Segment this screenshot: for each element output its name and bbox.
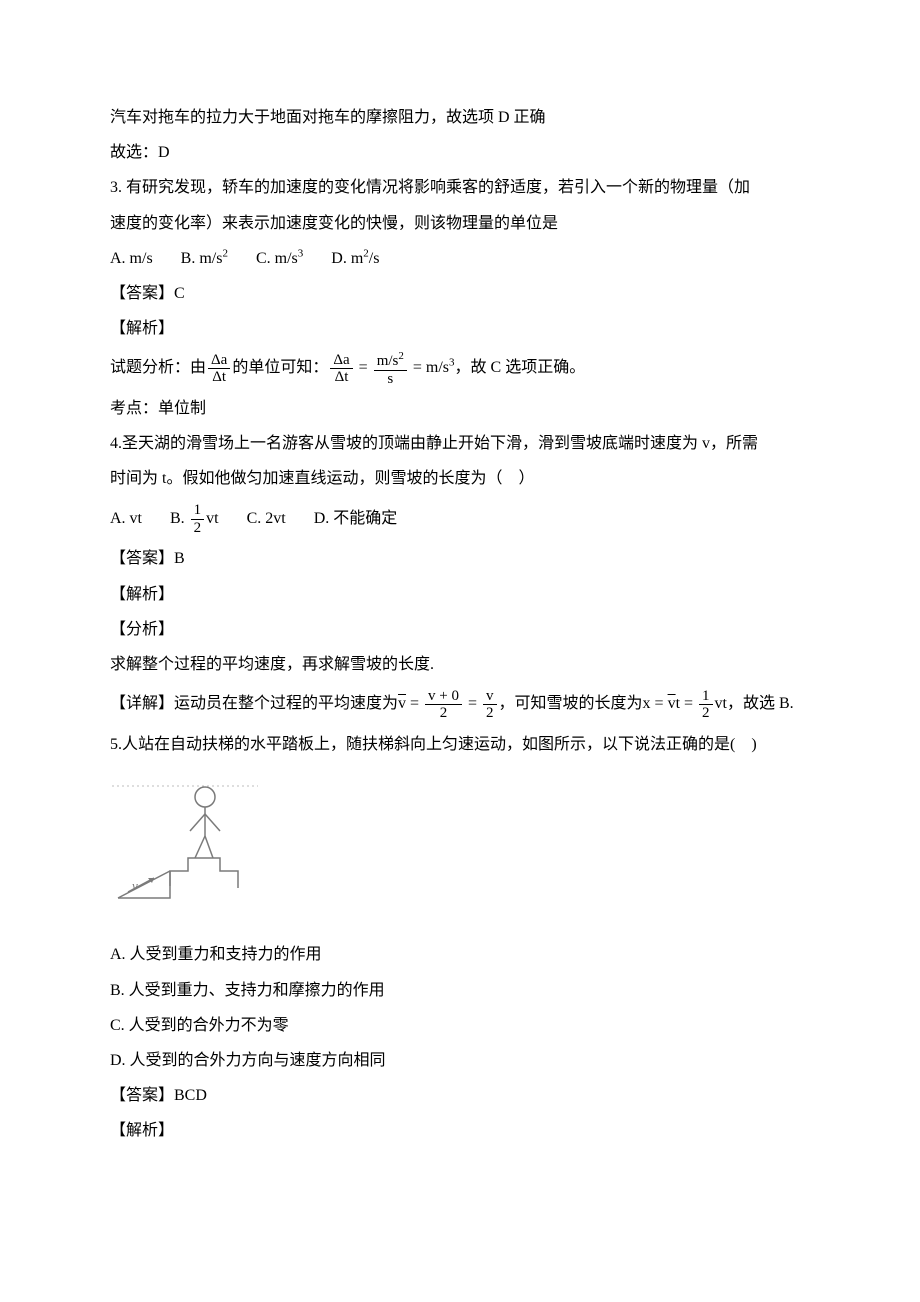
q3-options: A. m/s B. m/s2 C. m/s3 D. m2/s [110,241,810,276]
svg-text:v: v [132,878,138,893]
q4-stem-line-2: 时间为 t。假如他做匀加速直线运动，则雪坡的长度为（ ） [110,461,810,496]
q4-option-b: B. 12vt [170,497,219,542]
fraction-da-dt-2: ΔaΔt [330,352,352,386]
q3-option-d: D. m2/s [331,241,379,276]
q5-explanation-label: 【解析】 [110,1113,810,1148]
q4-explanation-label: 【解析】 [110,577,810,612]
q3-option-b: B. m/s2 [181,241,228,276]
q3-stem-line-2: 速度的变化率）来表示加速度变化的快慢，则该物理量的单位是 [110,206,810,241]
q5-option-d: D. 人受到的合外力方向与速度方向相同 [110,1043,810,1078]
q3-option-c: C. m/s3 [256,241,303,276]
q4-options: A. vt B. 12vt C. 2vt D. 不能确定 [110,497,810,542]
q3-answer: 【答案】C [110,276,810,311]
prev-solution-line-1: 汽车对拖车的拉力大于地面对拖车的摩擦阻力，故选项 D 正确 [110,100,810,135]
q5-option-b: B. 人受到重力、支持力和摩擦力的作用 [110,973,810,1008]
escalator-figure: v [110,776,810,919]
q4-answer: 【答案】B [110,541,810,576]
q5-option-a: A. 人受到重力和支持力的作用 [110,937,810,972]
q5-option-c: C. 人受到的合外力不为零 [110,1008,810,1043]
q3-keypoint: 考点：单位制 [110,391,810,426]
q3-option-a: A. m/s [110,241,153,276]
q4-analysis-label: 【分析】 [110,612,810,647]
q4-option-d: D. 不能确定 [314,497,398,542]
q4-analysis-line-1: 求解整个过程的平均速度，再求解雪坡的长度. [110,647,810,682]
q4-stem-line-1: 4.圣天湖的滑雪场上一名游客从雪坡的顶端由静止开始下滑，滑到雪坡底端时速度为 v… [110,426,810,461]
fraction-da-dt-1: ΔaΔt [208,352,230,386]
q3-explanation-label: 【解析】 [110,311,810,346]
prev-solution-line-2: 故选：D [110,135,810,170]
q4-option-c: C. 2vt [247,497,286,542]
q5-answer: 【答案】BCD [110,1078,810,1113]
q3-stem-line-1: 3. 有研究发现，轿车的加速度的变化情况将影响乘客的舒适度，若引入一个新的物理量… [110,170,810,205]
q4-detail-line-1: 【详解】运动员在整个过程的平均速度为v = v + 02 = v2，可知雪坡的长… [110,682,810,727]
q3-explanation-line-1: 试题分析：由ΔaΔt的单位可知：ΔaΔt = m/s2s = m/s3，故 C … [110,346,810,391]
q4-option-a: A. vt [110,497,142,542]
q5-stem: 5.人站在自动扶梯的水平踏板上，随扶梯斜向上匀速运动，如图所示，以下说法正确的是… [110,727,810,762]
fraction-ms2-s: m/s2s [374,350,407,387]
